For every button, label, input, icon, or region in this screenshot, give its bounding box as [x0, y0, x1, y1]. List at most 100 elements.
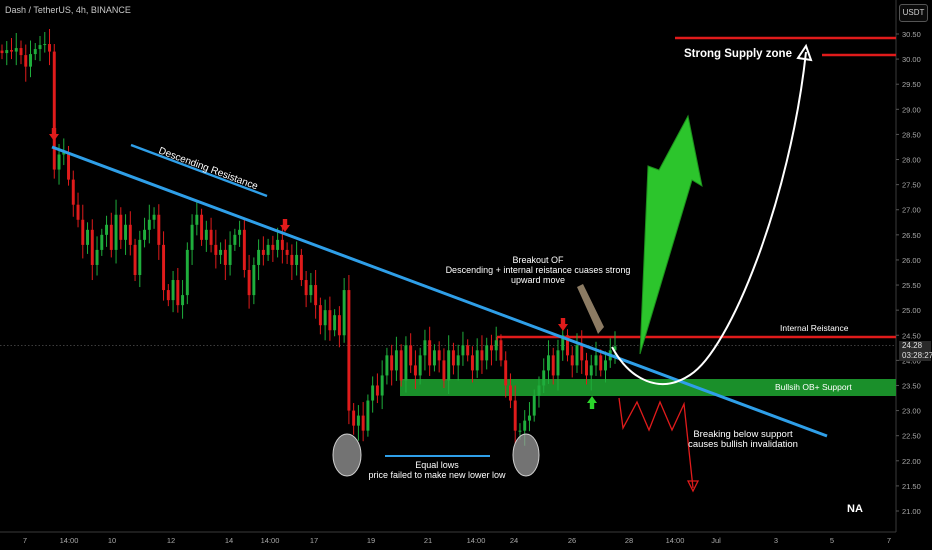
y-tick-label: 28.50 [902, 130, 921, 139]
candle-body [318, 305, 322, 326]
breakout-label-desc2: upward move [511, 275, 565, 285]
candle-body [485, 345, 489, 361]
currency-badge[interactable]: USDT [899, 4, 928, 22]
candle-body [261, 249, 265, 255]
candle-body [442, 360, 446, 381]
projection-arrowhead-icon [796, 43, 813, 62]
candle-body [185, 249, 189, 296]
down-arrow-icon [49, 128, 59, 141]
breakout-pointer-arrow-icon [577, 284, 604, 334]
candle-body [366, 400, 370, 431]
candle-body [390, 355, 394, 371]
candle-body [333, 315, 337, 331]
x-tick-label: 3 [774, 536, 778, 545]
candles-layer [0, 28, 617, 446]
candle-body [594, 355, 598, 366]
candle-body [314, 285, 318, 306]
x-tick-label: 10 [108, 536, 116, 545]
candle-body [43, 44, 47, 46]
candle-body [181, 295, 185, 306]
candle-body [456, 355, 460, 366]
symbol-title: Dash / TetherUS, 4h, BINANCE [5, 5, 131, 15]
candle-body [451, 350, 455, 366]
candle-body [119, 214, 123, 240]
candle-body [133, 244, 137, 276]
candle-body [480, 350, 484, 361]
candle-body [271, 244, 275, 250]
x-tick-label: 7 [23, 536, 27, 545]
candle-body [257, 249, 261, 265]
x-tick-label: 14 [225, 536, 233, 545]
candle-body [214, 244, 218, 255]
candle-body [76, 204, 80, 220]
candle-body [461, 345, 465, 356]
bearish-arrowhead-icon [686, 480, 700, 493]
candle-body [371, 385, 375, 401]
candle-body [342, 290, 346, 336]
breakout-label-title: Breakout OF [512, 255, 564, 265]
candle-body [375, 385, 379, 396]
candle-body [409, 345, 413, 366]
candle-body [489, 345, 493, 351]
candle-body [566, 335, 569, 356]
candle-body [24, 55, 28, 67]
y-tick-label: 22.50 [902, 432, 921, 441]
candle-body [337, 315, 341, 336]
up-arrow-icon [587, 396, 597, 409]
candle-body [223, 249, 227, 265]
descending-resistance-underline [130, 143, 268, 198]
candle-body [114, 214, 118, 250]
time-axis[interactable]: 7 14:00 10 12 14 14:00 17 19 21 14:00 24 26 28 14:00 J… [0, 531, 896, 545]
current-price-tag: 24.28 03:28:27 [899, 341, 932, 361]
descending-trendline [51, 145, 828, 438]
candle-body [166, 290, 170, 301]
breakout-label-desc: Descending + internal reistance cuases s… [446, 265, 631, 275]
candle-body [532, 395, 536, 416]
candle-body [546, 355, 550, 371]
candle-body [71, 179, 75, 205]
candle-body [252, 264, 256, 296]
candle-body [157, 214, 161, 245]
x-tick-label: 14:00 [467, 536, 486, 545]
candle-body [171, 280, 175, 301]
na-label: NA [847, 503, 863, 515]
projected-path-curve [611, 51, 807, 385]
candle-body [285, 249, 289, 255]
candle-body [219, 249, 223, 255]
big-green-arrow-icon [639, 114, 703, 355]
candle-body [204, 229, 208, 240]
candle-body [176, 280, 180, 306]
y-tick-label: 29.50 [902, 80, 921, 89]
y-tick-label: 26.00 [902, 256, 921, 265]
candle-body [413, 365, 417, 376]
candle-body [475, 350, 479, 371]
candle-body [109, 224, 113, 250]
candle-body [138, 239, 142, 276]
x-tick-label: 19 [367, 536, 375, 545]
candle-body [589, 365, 593, 376]
x-tick-label: 17 [310, 536, 318, 545]
x-tick-label: 7 [887, 536, 891, 545]
y-tick-label: 27.00 [902, 206, 921, 215]
candle-body [238, 229, 242, 235]
bearish-zigzag-path [618, 397, 694, 489]
candle-body [428, 340, 432, 366]
candle-body [504, 360, 508, 386]
x-tick-label: 24 [510, 536, 518, 545]
x-tick-label: Jul [711, 536, 721, 545]
candle-body [290, 254, 294, 265]
y-tick-label: 26.50 [902, 231, 921, 240]
price-axis[interactable]: 30.50 30.00 29.50 29.00 28.50 28.00 27.50 27.00… [895, 0, 921, 532]
y-tick-label: 24.50 [902, 331, 921, 340]
candle-body [147, 219, 151, 230]
x-tick-label: 21 [424, 536, 432, 545]
candle-body [276, 239, 280, 250]
candle-body [143, 229, 147, 240]
candle-body [404, 345, 408, 381]
candle-body [124, 224, 128, 240]
candle-body [152, 214, 156, 220]
current-price-value: 24.28 [902, 341, 923, 350]
candle-body [95, 249, 99, 265]
x-tick-label: 12 [167, 536, 175, 545]
